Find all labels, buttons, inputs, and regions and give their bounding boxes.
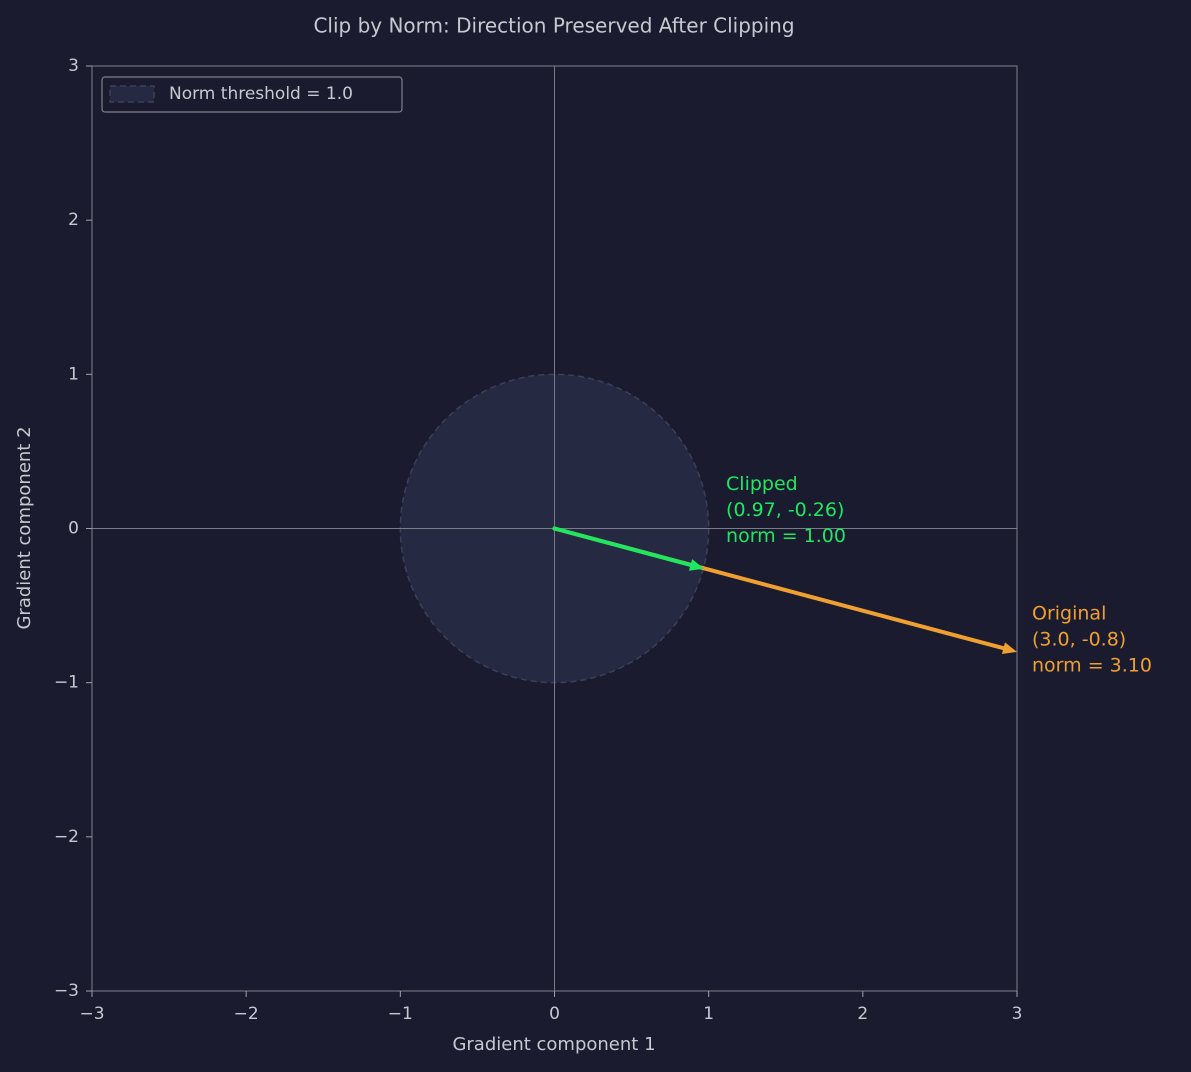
x-tick-label: 3: [1012, 1004, 1023, 1024]
x-axis-label: Gradient component 1: [452, 1034, 655, 1055]
vector-annotation: (3.0, -0.8): [1032, 628, 1126, 650]
y-tick-label: −1: [54, 673, 79, 693]
y-axis-label: Gradient component 2: [14, 426, 35, 629]
vector-annotation: norm = 3.10: [1032, 654, 1152, 676]
legend-swatch: [109, 85, 155, 103]
x-tick-label: −1: [388, 1004, 413, 1024]
y-tick-label: −2: [54, 827, 79, 847]
vector-head: [1001, 642, 1017, 655]
y-tick-label: 1: [68, 364, 79, 384]
vector-annotation: (0.97, -0.26): [726, 499, 844, 521]
vector-shaft: [552, 526, 693, 567]
vector-annotation: Original: [1032, 602, 1106, 624]
legend-box: [101, 76, 403, 113]
chart-title: Clip by Norm: Direction Preserved After …: [313, 14, 794, 38]
y-tick-label: 2: [68, 210, 79, 230]
y-tick-label: 0: [68, 519, 79, 539]
x-tick-label: −3: [79, 1004, 104, 1024]
vector-head: [688, 559, 705, 571]
x-tick-label: 1: [703, 1004, 714, 1024]
vector-annotation: Clipped: [726, 473, 798, 495]
x-tick-label: 0: [549, 1004, 560, 1024]
x-tick-label: 2: [857, 1004, 868, 1024]
vector-annotation: norm = 1.00: [726, 525, 846, 547]
legend-label: Norm threshold = 1.0: [169, 84, 353, 104]
y-tick-label: 3: [68, 56, 79, 76]
y-tick-label: −3: [54, 981, 79, 1001]
x-tick-label: −2: [234, 1004, 259, 1024]
